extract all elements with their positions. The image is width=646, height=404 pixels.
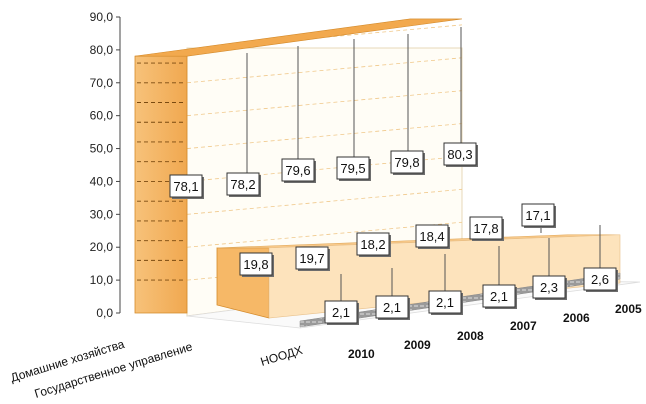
y-tick-label: 30,0	[90, 207, 114, 221]
households-data-label-box	[390, 150, 424, 174]
households-data-label-box	[226, 172, 260, 196]
year-label: 2007	[510, 319, 537, 333]
households-data-label-box	[336, 156, 370, 180]
government-data-label-box	[521, 203, 555, 227]
government-data-label: 17,1	[525, 208, 550, 223]
households-data-label-box	[281, 158, 315, 182]
households-data-label: 79,5	[340, 161, 365, 176]
government-data-label: 19,7	[299, 251, 324, 266]
year-label: 2005	[615, 302, 642, 316]
npish-data-label: 2,6	[591, 272, 609, 287]
y-tick-label: 0,0	[96, 306, 113, 320]
y-axis: 0,0 10,0 20,0 30,0 40,0 50,0 60,0 70,0 80,0 90,0	[90, 10, 121, 320]
government-data-label: 19,8	[243, 257, 268, 272]
government-data-label: 18,2	[360, 237, 385, 252]
households-data-label-box	[169, 174, 203, 198]
y-tick-label: 50,0	[90, 142, 114, 156]
government-data-label: 18,4	[419, 229, 444, 244]
npish-data-label-box	[583, 267, 617, 291]
y-tick-label: 60,0	[90, 109, 114, 123]
npish-data-label-box	[532, 275, 566, 299]
y-tick-label: 80,0	[90, 43, 114, 57]
households-data-label-box	[443, 142, 477, 166]
y-tick-label: 70,0	[90, 76, 114, 90]
households-data-label: 79,8	[394, 155, 419, 170]
data-labels: 78,1 78,2 79,6 79,5 79,8 80,3 19,8 19,7 18,2 18,4…	[169, 142, 618, 325]
npish-data-label-box	[375, 295, 409, 319]
year-label: 2008	[457, 329, 484, 343]
year-label: 2010	[348, 347, 375, 361]
npish-data-label: 2,1	[490, 289, 508, 304]
government-data-label-box	[356, 232, 390, 256]
households-data-label: 78,1	[173, 179, 198, 194]
npish-data-label-box	[324, 300, 358, 324]
households-data-label: 80,3	[447, 147, 472, 162]
series-households	[134, 18, 463, 314]
households-top-surface	[134, 18, 463, 57]
npish-data-label: 2,3	[540, 280, 558, 295]
households-data-label: 79,6	[285, 163, 310, 178]
npish-data-label: 2,1	[436, 295, 454, 310]
government-data-label-box	[415, 224, 449, 248]
government-data-label-box	[469, 216, 503, 240]
year-label: 2009	[404, 338, 431, 352]
npish-data-label: 2,1	[332, 305, 350, 320]
npish-data-label: 2,1	[383, 300, 401, 315]
y-tick-label: 20,0	[90, 240, 114, 254]
households-data-label: 78,2	[230, 177, 255, 192]
government-data-label: 17,8	[473, 221, 498, 236]
y-tick-label: 10,0	[90, 273, 114, 287]
government-data-label-box	[295, 246, 329, 270]
npish-data-label-box	[428, 290, 462, 314]
year-label: 2006	[563, 311, 590, 325]
government-data-label-box	[239, 252, 273, 276]
npish-data-label-box	[482, 284, 516, 308]
y-tick-label: 90,0	[90, 10, 114, 24]
y-tick-label: 40,0	[90, 174, 114, 188]
category-label-npish: НООДХ	[259, 343, 304, 369]
